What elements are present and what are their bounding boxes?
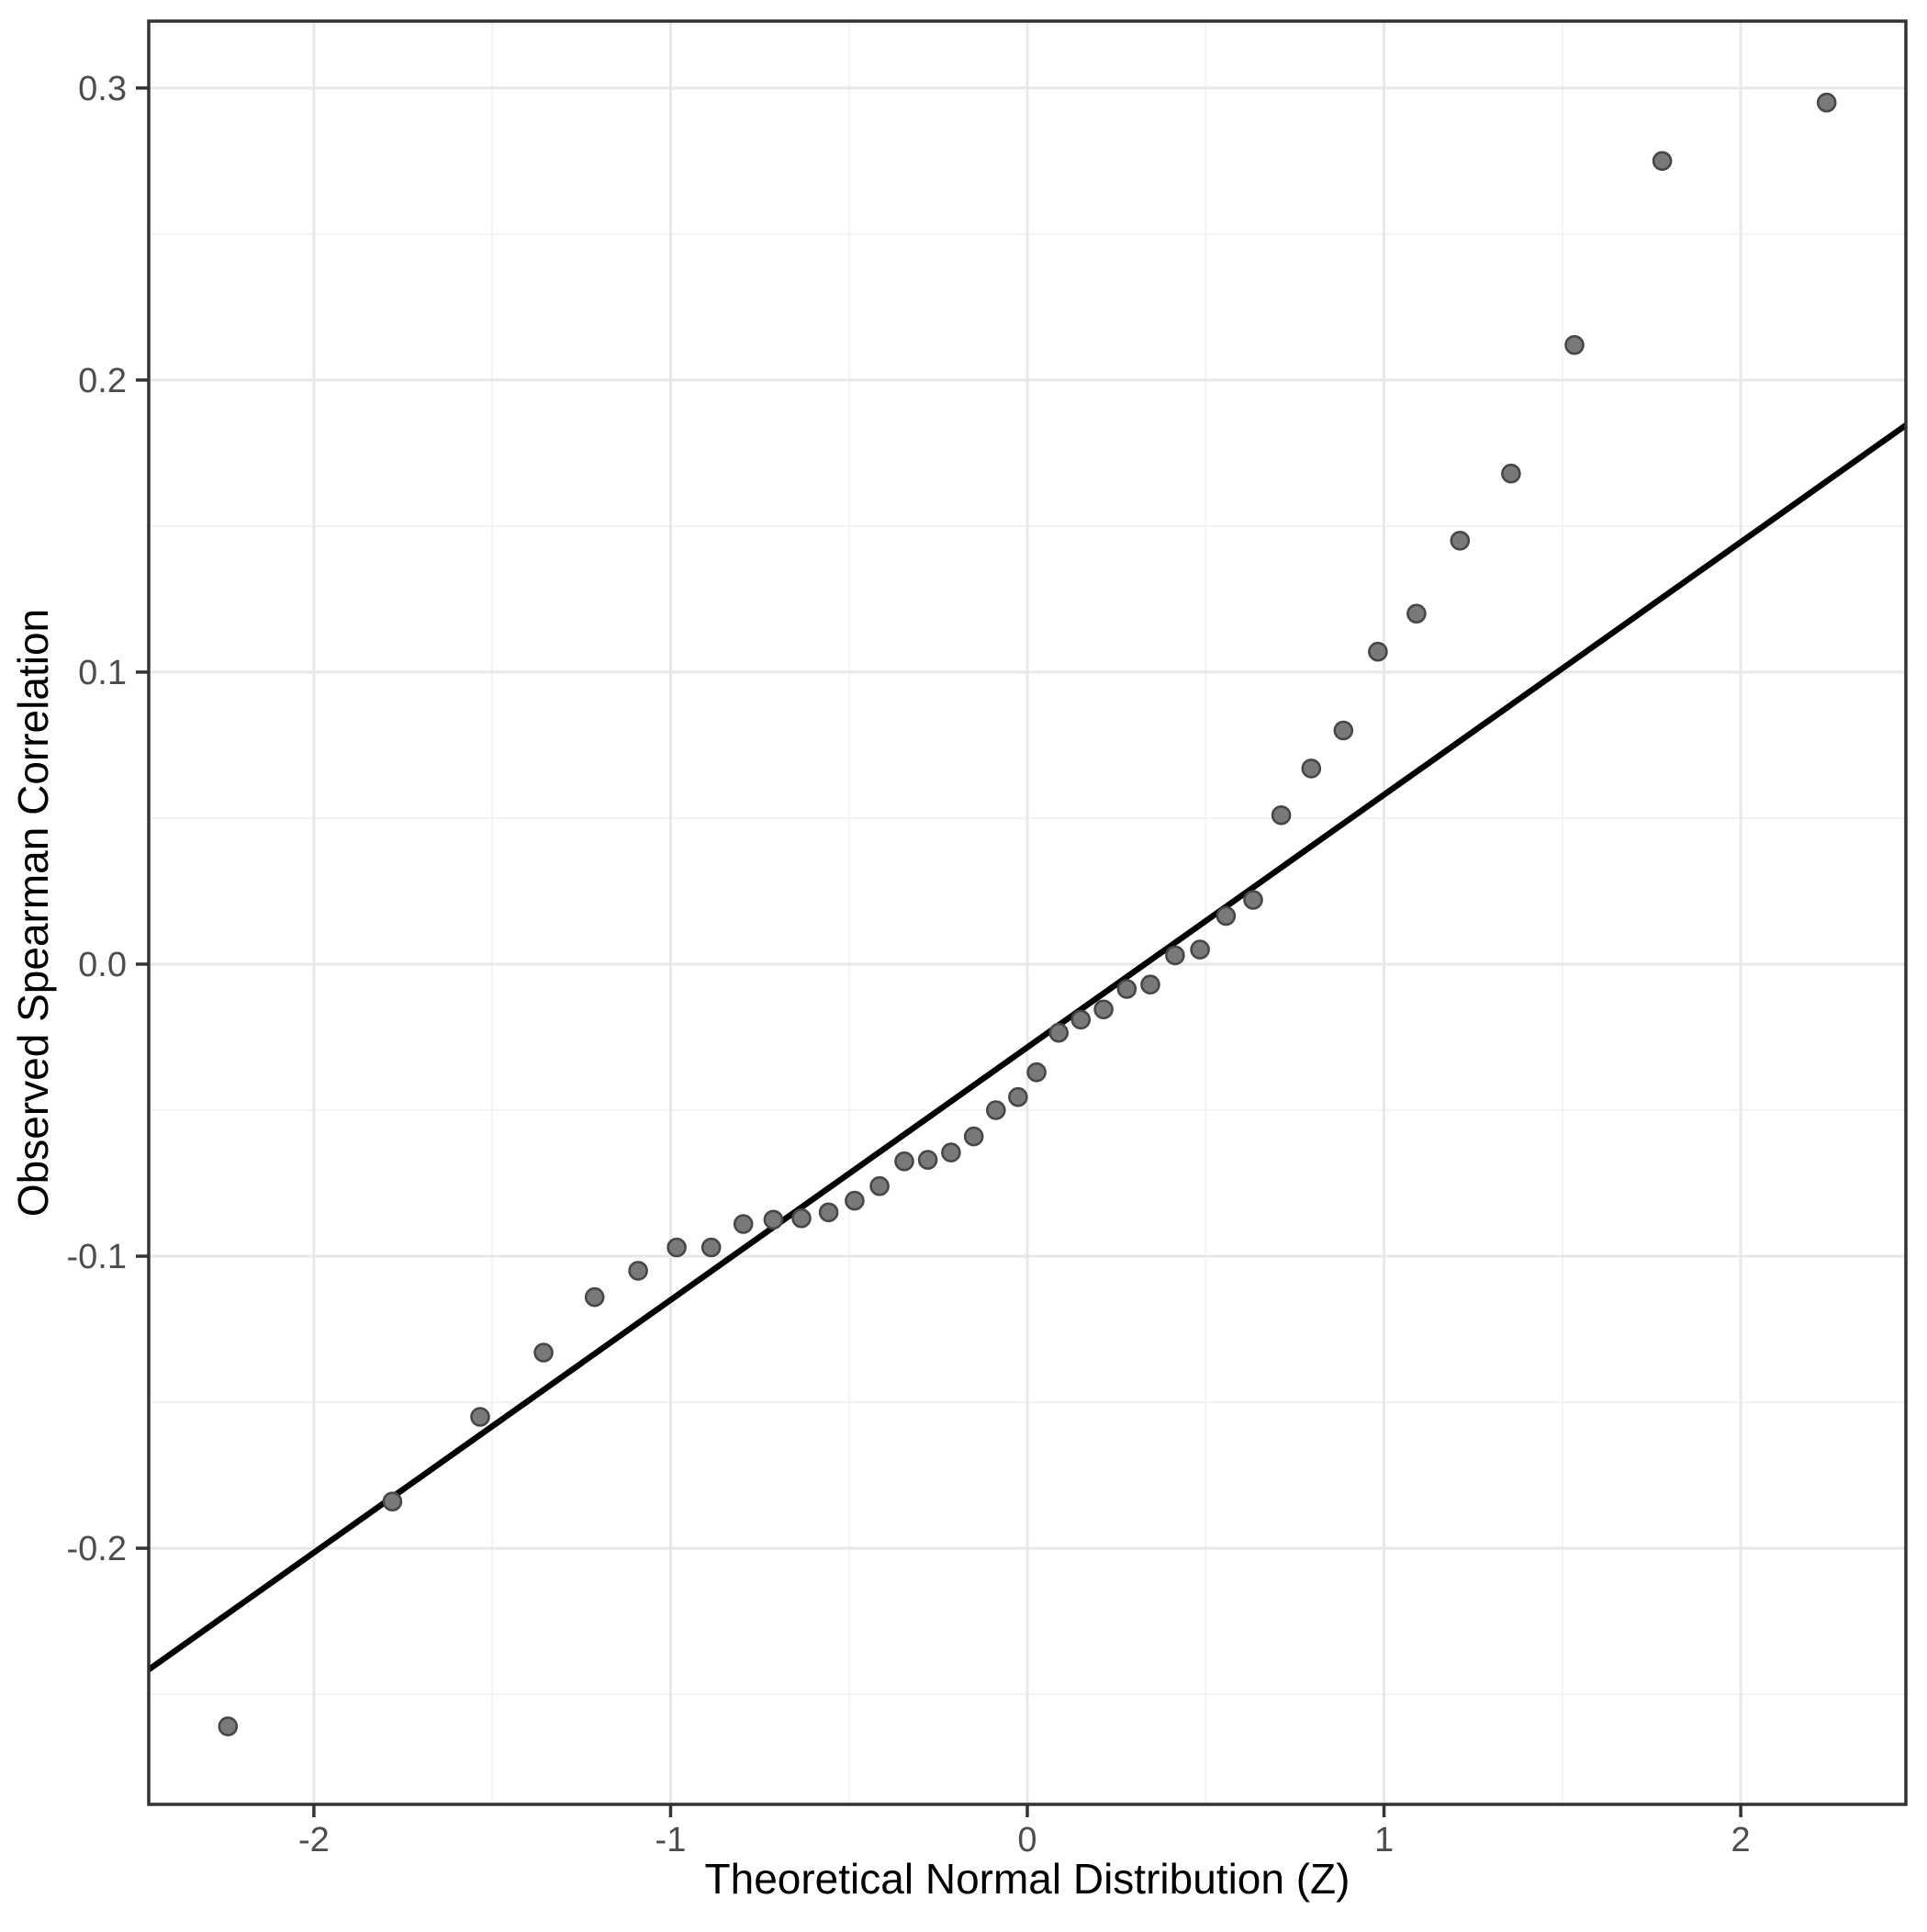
x-tick-label: 2: [1731, 1821, 1751, 1859]
data-point: [1165, 945, 1185, 966]
data-point: [1501, 463, 1521, 484]
data-point: [1243, 890, 1263, 910]
data-point: [1333, 720, 1354, 741]
data-point: [845, 1190, 865, 1211]
data-point: [218, 1716, 239, 1736]
x-axis-title: Theoretical Normal Distribution (Z): [705, 1855, 1350, 1903]
data-point: [628, 1261, 648, 1281]
data-point: [1070, 1009, 1092, 1030]
data-point: [733, 1214, 754, 1234]
data-point: [382, 1491, 403, 1511]
data-point: [1026, 1061, 1047, 1083]
data-point: [818, 1202, 839, 1223]
data-point: [763, 1209, 784, 1230]
data-point: [1652, 151, 1673, 172]
y-tick-label: 0.2: [78, 362, 127, 400]
data-point: [1271, 804, 1292, 826]
data-point: [963, 1126, 984, 1147]
data-point: [1140, 974, 1160, 994]
x-tick-label: -2: [298, 1821, 330, 1859]
data-point: [1048, 1022, 1069, 1043]
data-points: [218, 92, 1837, 1736]
y-tick-label: 0.1: [78, 654, 127, 692]
data-point: [470, 1407, 490, 1427]
data-point: [1564, 334, 1585, 355]
data-point: [1301, 758, 1322, 779]
y-tick-label: -0.2: [67, 1530, 127, 1568]
y-tick-label: 0.0: [78, 946, 127, 984]
data-point: [1116, 979, 1137, 999]
y-axis-title: Observed Spearman Correlation: [9, 609, 57, 1217]
data-point: [1450, 530, 1471, 551]
data-point: [791, 1208, 812, 1229]
data-point: [1190, 939, 1210, 960]
x-tick-label: 0: [1017, 1821, 1036, 1859]
data-point: [986, 1100, 1006, 1120]
data-point: [1406, 603, 1427, 624]
data-point: [1368, 641, 1388, 662]
data-point: [584, 1286, 605, 1308]
data-point: [1816, 92, 1837, 113]
data-point: [1008, 1086, 1028, 1107]
data-point: [917, 1150, 938, 1170]
y-tick-label: 0.3: [78, 70, 127, 108]
data-point: [1216, 905, 1237, 927]
gridlines: [149, 21, 1906, 1804]
data-point: [869, 1175, 890, 1196]
data-point: [941, 1142, 961, 1163]
data-point: [533, 1342, 554, 1363]
x-tick-label: 1: [1374, 1821, 1394, 1859]
x-tick-label: -1: [655, 1821, 687, 1859]
data-point: [894, 1151, 914, 1172]
data-point: [1093, 999, 1114, 1020]
data-point: [700, 1237, 722, 1258]
y-tick-label: -0.1: [67, 1238, 127, 1276]
reference-line: [147, 422, 1908, 1672]
axes: -2 -1 0 1 2 -0.2 -0.1 0.0 0.1 0.2 0.3: [67, 70, 1751, 1859]
data-point: [667, 1237, 687, 1258]
